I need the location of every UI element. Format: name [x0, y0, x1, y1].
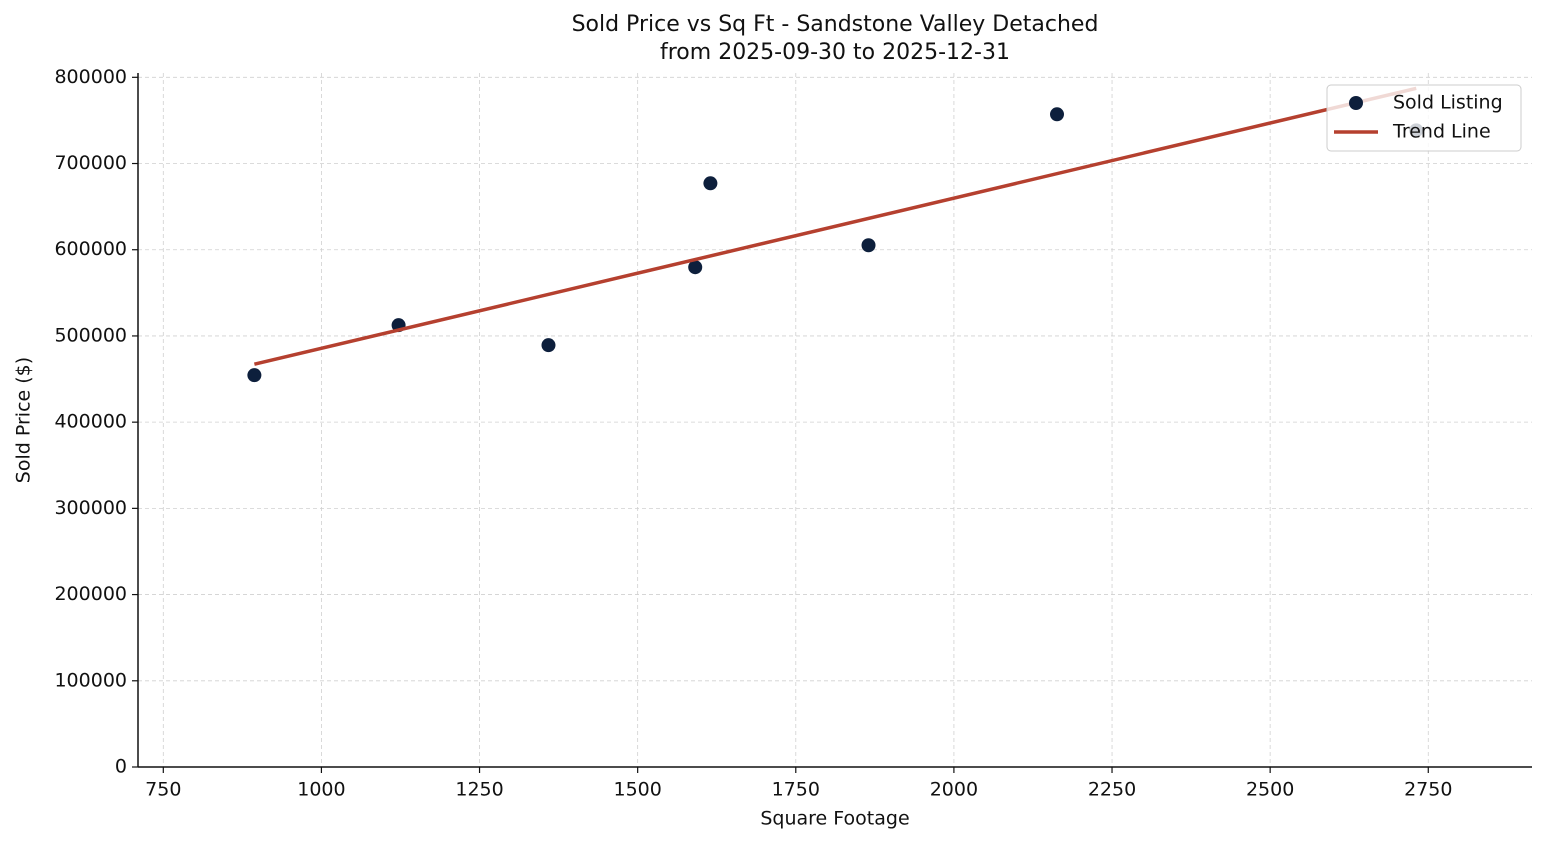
y-tick-label: 700000 [54, 152, 127, 174]
x-tick-label: 1250 [455, 779, 503, 801]
x-tick-label: 1750 [772, 779, 820, 801]
data-point [703, 176, 718, 191]
x-tick-label: 2500 [1246, 779, 1294, 801]
y-tick-label: 500000 [54, 324, 127, 346]
y-tick-label: 0 [115, 756, 127, 778]
x-tick-label: 2750 [1404, 779, 1452, 801]
data-point [247, 368, 262, 383]
legend-box [1326, 84, 1522, 152]
data-point [688, 260, 703, 275]
y-axis-label: Sold Price ($) [13, 357, 35, 483]
legend-label: Trend Line [1392, 121, 1491, 143]
chart-title: Sold Price vs Sq Ft - Sandstone Valley D… [572, 12, 1099, 37]
data-point [861, 238, 876, 253]
x-tick-label: 750 [145, 779, 181, 801]
y-tick-label: 600000 [54, 238, 127, 260]
x-tick-label: 2250 [1088, 779, 1136, 801]
y-tick-label: 200000 [54, 583, 127, 605]
y-tick-label: 800000 [54, 66, 127, 88]
y-tick-label: 100000 [54, 669, 127, 691]
y-tick-label: 300000 [54, 497, 127, 519]
x-tick-label: 1000 [297, 779, 345, 801]
x-axis-label: Square Footage [760, 808, 909, 830]
x-tick-label: 2000 [930, 779, 978, 801]
y-tick-label: 400000 [54, 411, 127, 433]
data-point [541, 338, 556, 353]
chart-subtitle: from 2025-09-30 to 2025-12-31 [660, 40, 1010, 65]
x-tick-label: 1500 [613, 779, 661, 801]
data-point [1050, 107, 1065, 122]
legend-marker [1349, 96, 1363, 110]
legend-label: Sold Listing [1393, 92, 1503, 114]
trend-line [253, 86, 1417, 366]
